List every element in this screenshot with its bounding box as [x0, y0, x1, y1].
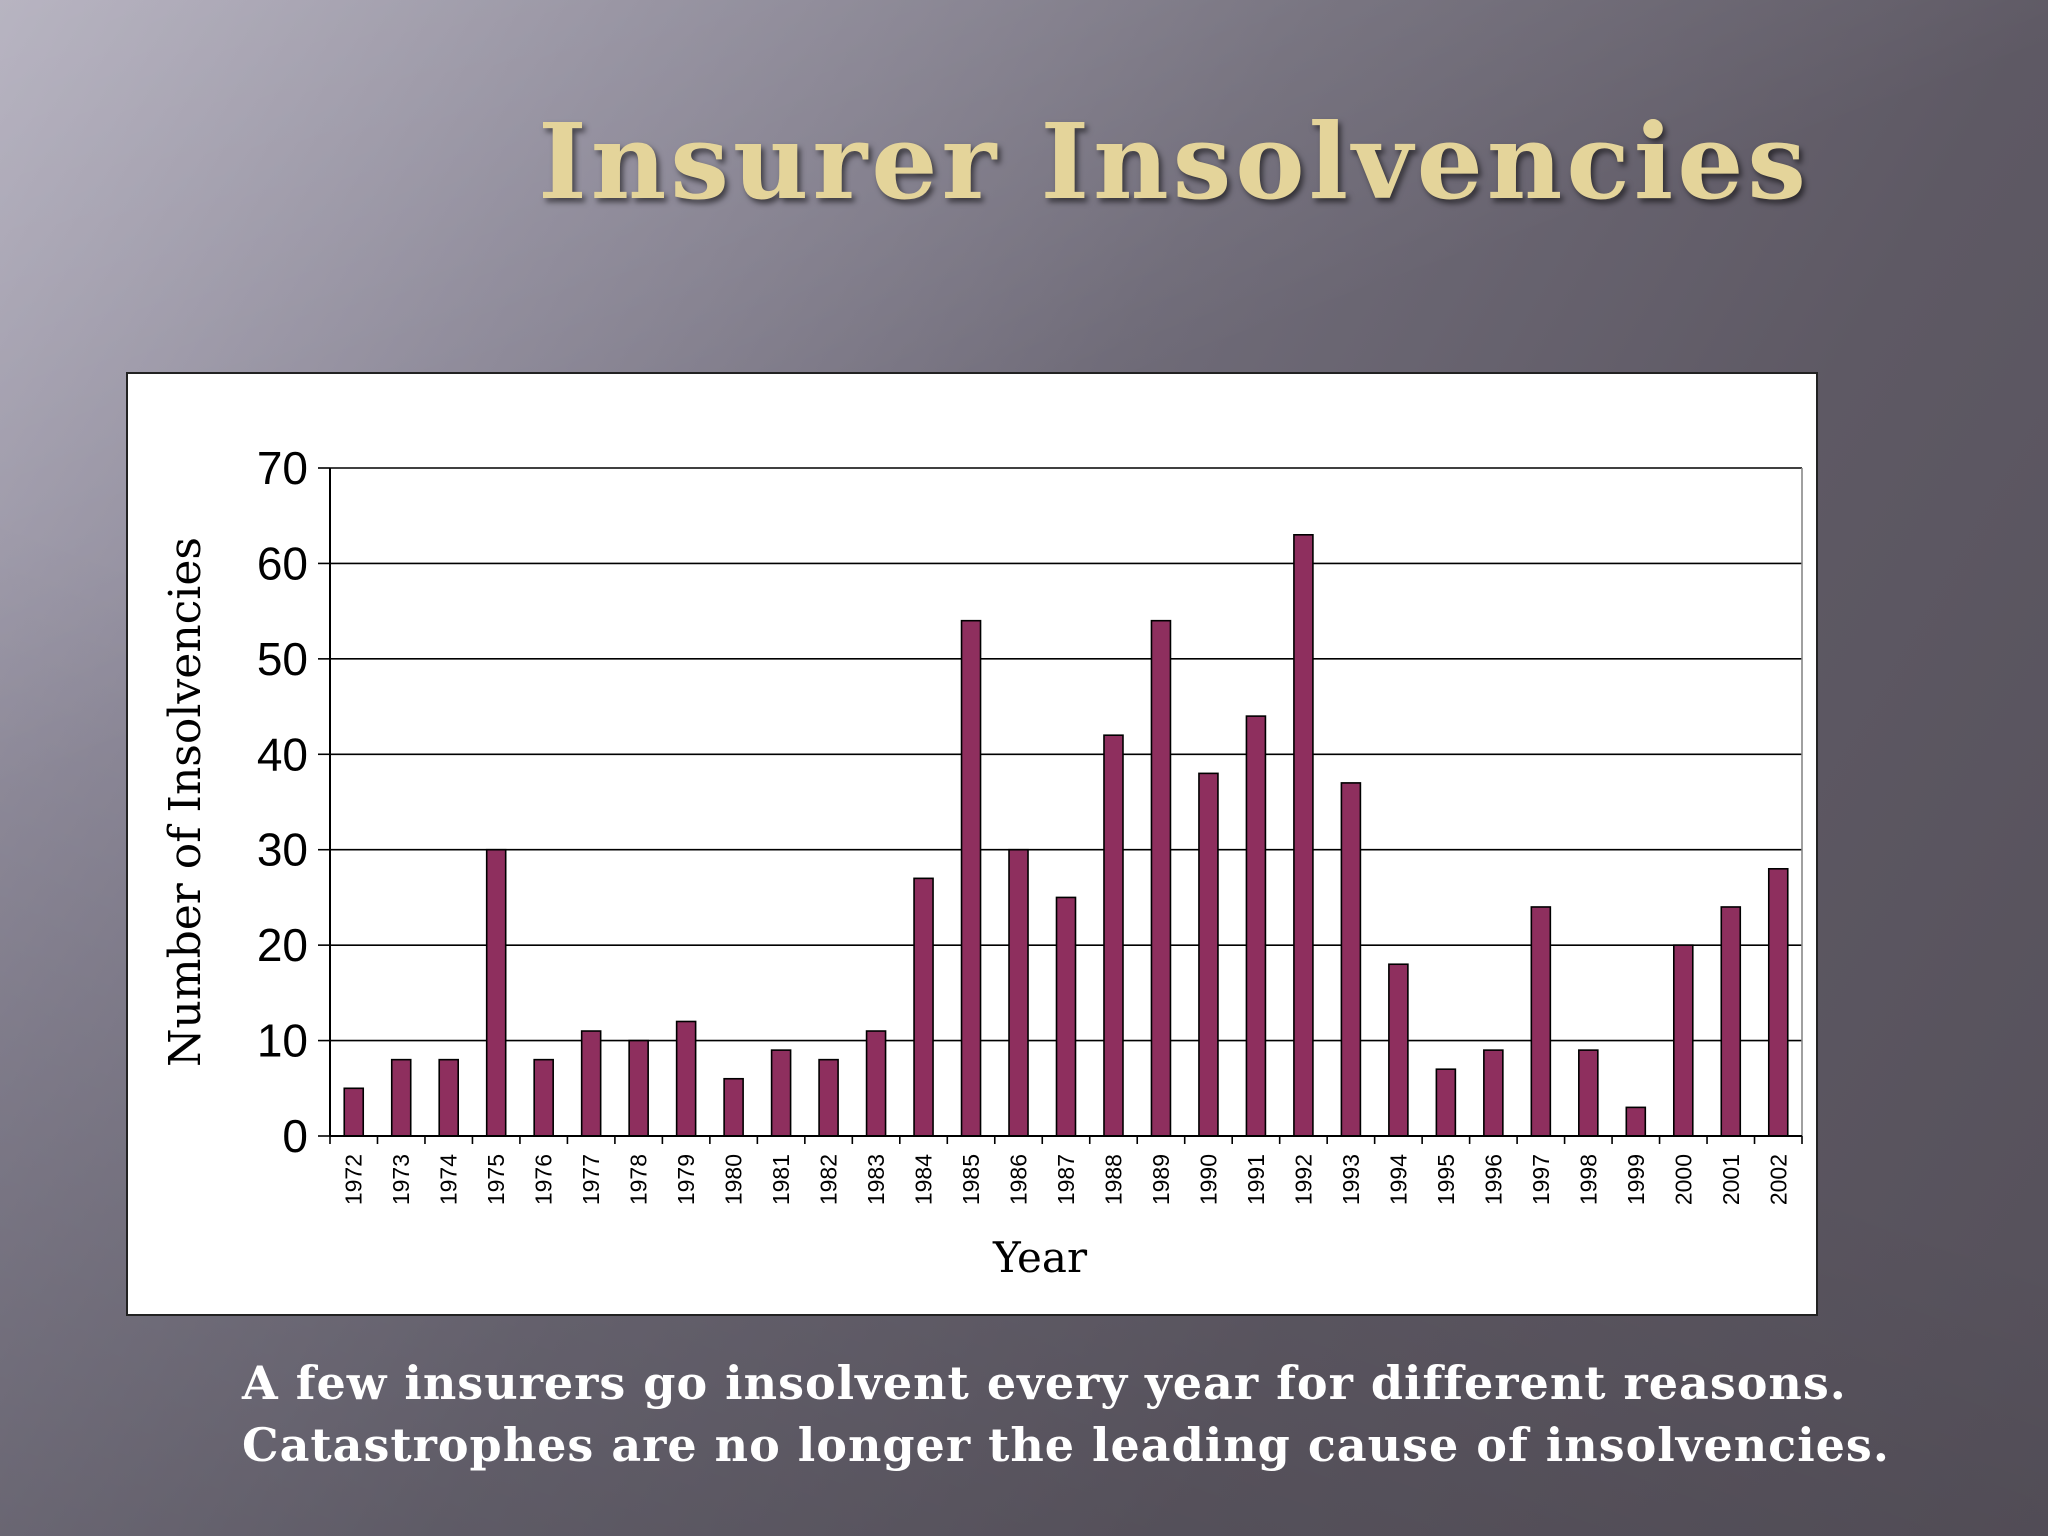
x-tick-label: 2002 — [1765, 1154, 1791, 1205]
y-tick-label: 70 — [257, 442, 308, 494]
bar-1979 — [675, 1020, 697, 1137]
x-tick-label: 1972 — [341, 1154, 367, 1205]
x-tick-label: 1975 — [483, 1154, 509, 1205]
bar-1986 — [1008, 848, 1029, 1137]
bar-1996 — [1483, 1049, 1504, 1137]
bar-1990 — [1198, 772, 1219, 1137]
bar-2000 — [1672, 944, 1694, 1137]
axes — [318, 467, 1803, 1144]
bar-1977 — [580, 1030, 602, 1137]
bar-1993 — [1340, 782, 1362, 1137]
bar-2001 — [1720, 906, 1742, 1137]
y-tick-label: 30 — [257, 824, 308, 876]
x-tick-label: 1996 — [1480, 1154, 1506, 1205]
x-tick-label: 2001 — [1718, 1154, 1744, 1205]
x-tick-label: 1978 — [626, 1154, 652, 1205]
bar-1972 — [343, 1087, 365, 1137]
x-tick-labels: 1972 1973 1974 1975 1976 1977 1978 1979 1980 1981… — [341, 1154, 1792, 1205]
y-tick-label: 40 — [257, 728, 308, 780]
x-tick-label: 1981 — [768, 1154, 794, 1205]
bar-chart: 0 10 20 30 40 50 60 70 1972 1973 1974 1975 1976 1977… — [160, 442, 1803, 1282]
bar-1976 — [533, 1058, 554, 1137]
x-tick-label: 1980 — [721, 1154, 747, 1205]
x-tick-label: 1989 — [1148, 1154, 1174, 1205]
bar-1989 — [1150, 619, 1172, 1137]
x-tick-label: 1976 — [531, 1154, 557, 1205]
bar-1978 — [628, 1039, 649, 1137]
bar-1998 — [1578, 1049, 1599, 1137]
x-tick-label: 1988 — [1100, 1154, 1126, 1205]
bar-1999 — [1625, 1106, 1647, 1137]
y-tick-label: 10 — [257, 1015, 308, 1067]
x-tick-label: 1974 — [436, 1154, 462, 1205]
bar-1983 — [865, 1030, 887, 1137]
slide-title: Insurer Insolvencies — [538, 100, 1810, 223]
x-tick-label: 1992 — [1290, 1154, 1316, 1205]
chart-panel: 0 10 20 30 40 50 60 70 1972 1973 1974 1975 1976 1977… — [126, 372, 1818, 1316]
x-tick-label: 1997 — [1528, 1154, 1554, 1205]
y-tick-label: 0 — [282, 1110, 308, 1162]
x-tick-label: 1999 — [1623, 1154, 1649, 1205]
x-tick-label: 1973 — [388, 1154, 414, 1205]
x-tick-label: 1985 — [958, 1154, 984, 1205]
y-tick-labels: 0 10 20 30 40 50 60 70 — [257, 442, 308, 1162]
x-tick-label: 1984 — [911, 1154, 937, 1205]
y-tick-label: 60 — [257, 537, 308, 589]
x-tick-label: 1982 — [816, 1154, 842, 1205]
y-axis-title: Number of Insolvencies — [160, 537, 211, 1067]
x-tick-label: 1998 — [1575, 1154, 1601, 1205]
x-tick-label: 1979 — [673, 1154, 699, 1205]
bar-1975 — [485, 848, 507, 1137]
bar-1991 — [1245, 715, 1267, 1137]
bar-1973 — [390, 1058, 412, 1137]
bar-1994 — [1388, 963, 1409, 1137]
x-tick-label: 1991 — [1243, 1154, 1269, 1205]
bar-1985 — [960, 619, 982, 1137]
bar-1974 — [438, 1058, 460, 1137]
bar-1981 — [770, 1049, 792, 1137]
x-tick-label: 1983 — [863, 1154, 889, 1205]
bar-1980 — [723, 1077, 744, 1137]
caption-line-2: Catastrophes are no longer the leading c… — [242, 1418, 1890, 1472]
bars — [343, 534, 1789, 1137]
caption-line-1: A few insurers go insolvent every year f… — [242, 1356, 1847, 1410]
x-tick-label: 1993 — [1338, 1154, 1364, 1205]
bar-1992 — [1293, 534, 1314, 1137]
x-tick-label: 1977 — [578, 1154, 604, 1205]
x-axis-title: Year — [992, 1233, 1088, 1282]
caption: A few insurers go insolvent every year f… — [242, 1352, 1962, 1476]
y-tick-label: 50 — [257, 633, 308, 685]
y-tick-label: 20 — [257, 919, 308, 971]
x-tick-label: 1994 — [1385, 1154, 1411, 1205]
bar-1984 — [913, 877, 934, 1137]
x-tick-label: 1990 — [1195, 1154, 1221, 1205]
x-tick-label: 2000 — [1670, 1154, 1696, 1205]
x-tick-label: 1987 — [1053, 1154, 1079, 1205]
bar-1988 — [1103, 734, 1124, 1137]
bar-2002 — [1767, 867, 1789, 1137]
bar-1995 — [1435, 1068, 1457, 1137]
bar-1997 — [1530, 906, 1552, 1137]
bar-1987 — [1055, 896, 1077, 1137]
x-tick-label: 1986 — [1006, 1154, 1032, 1205]
bar-1982 — [818, 1058, 839, 1137]
x-tick-label: 1995 — [1433, 1154, 1459, 1205]
